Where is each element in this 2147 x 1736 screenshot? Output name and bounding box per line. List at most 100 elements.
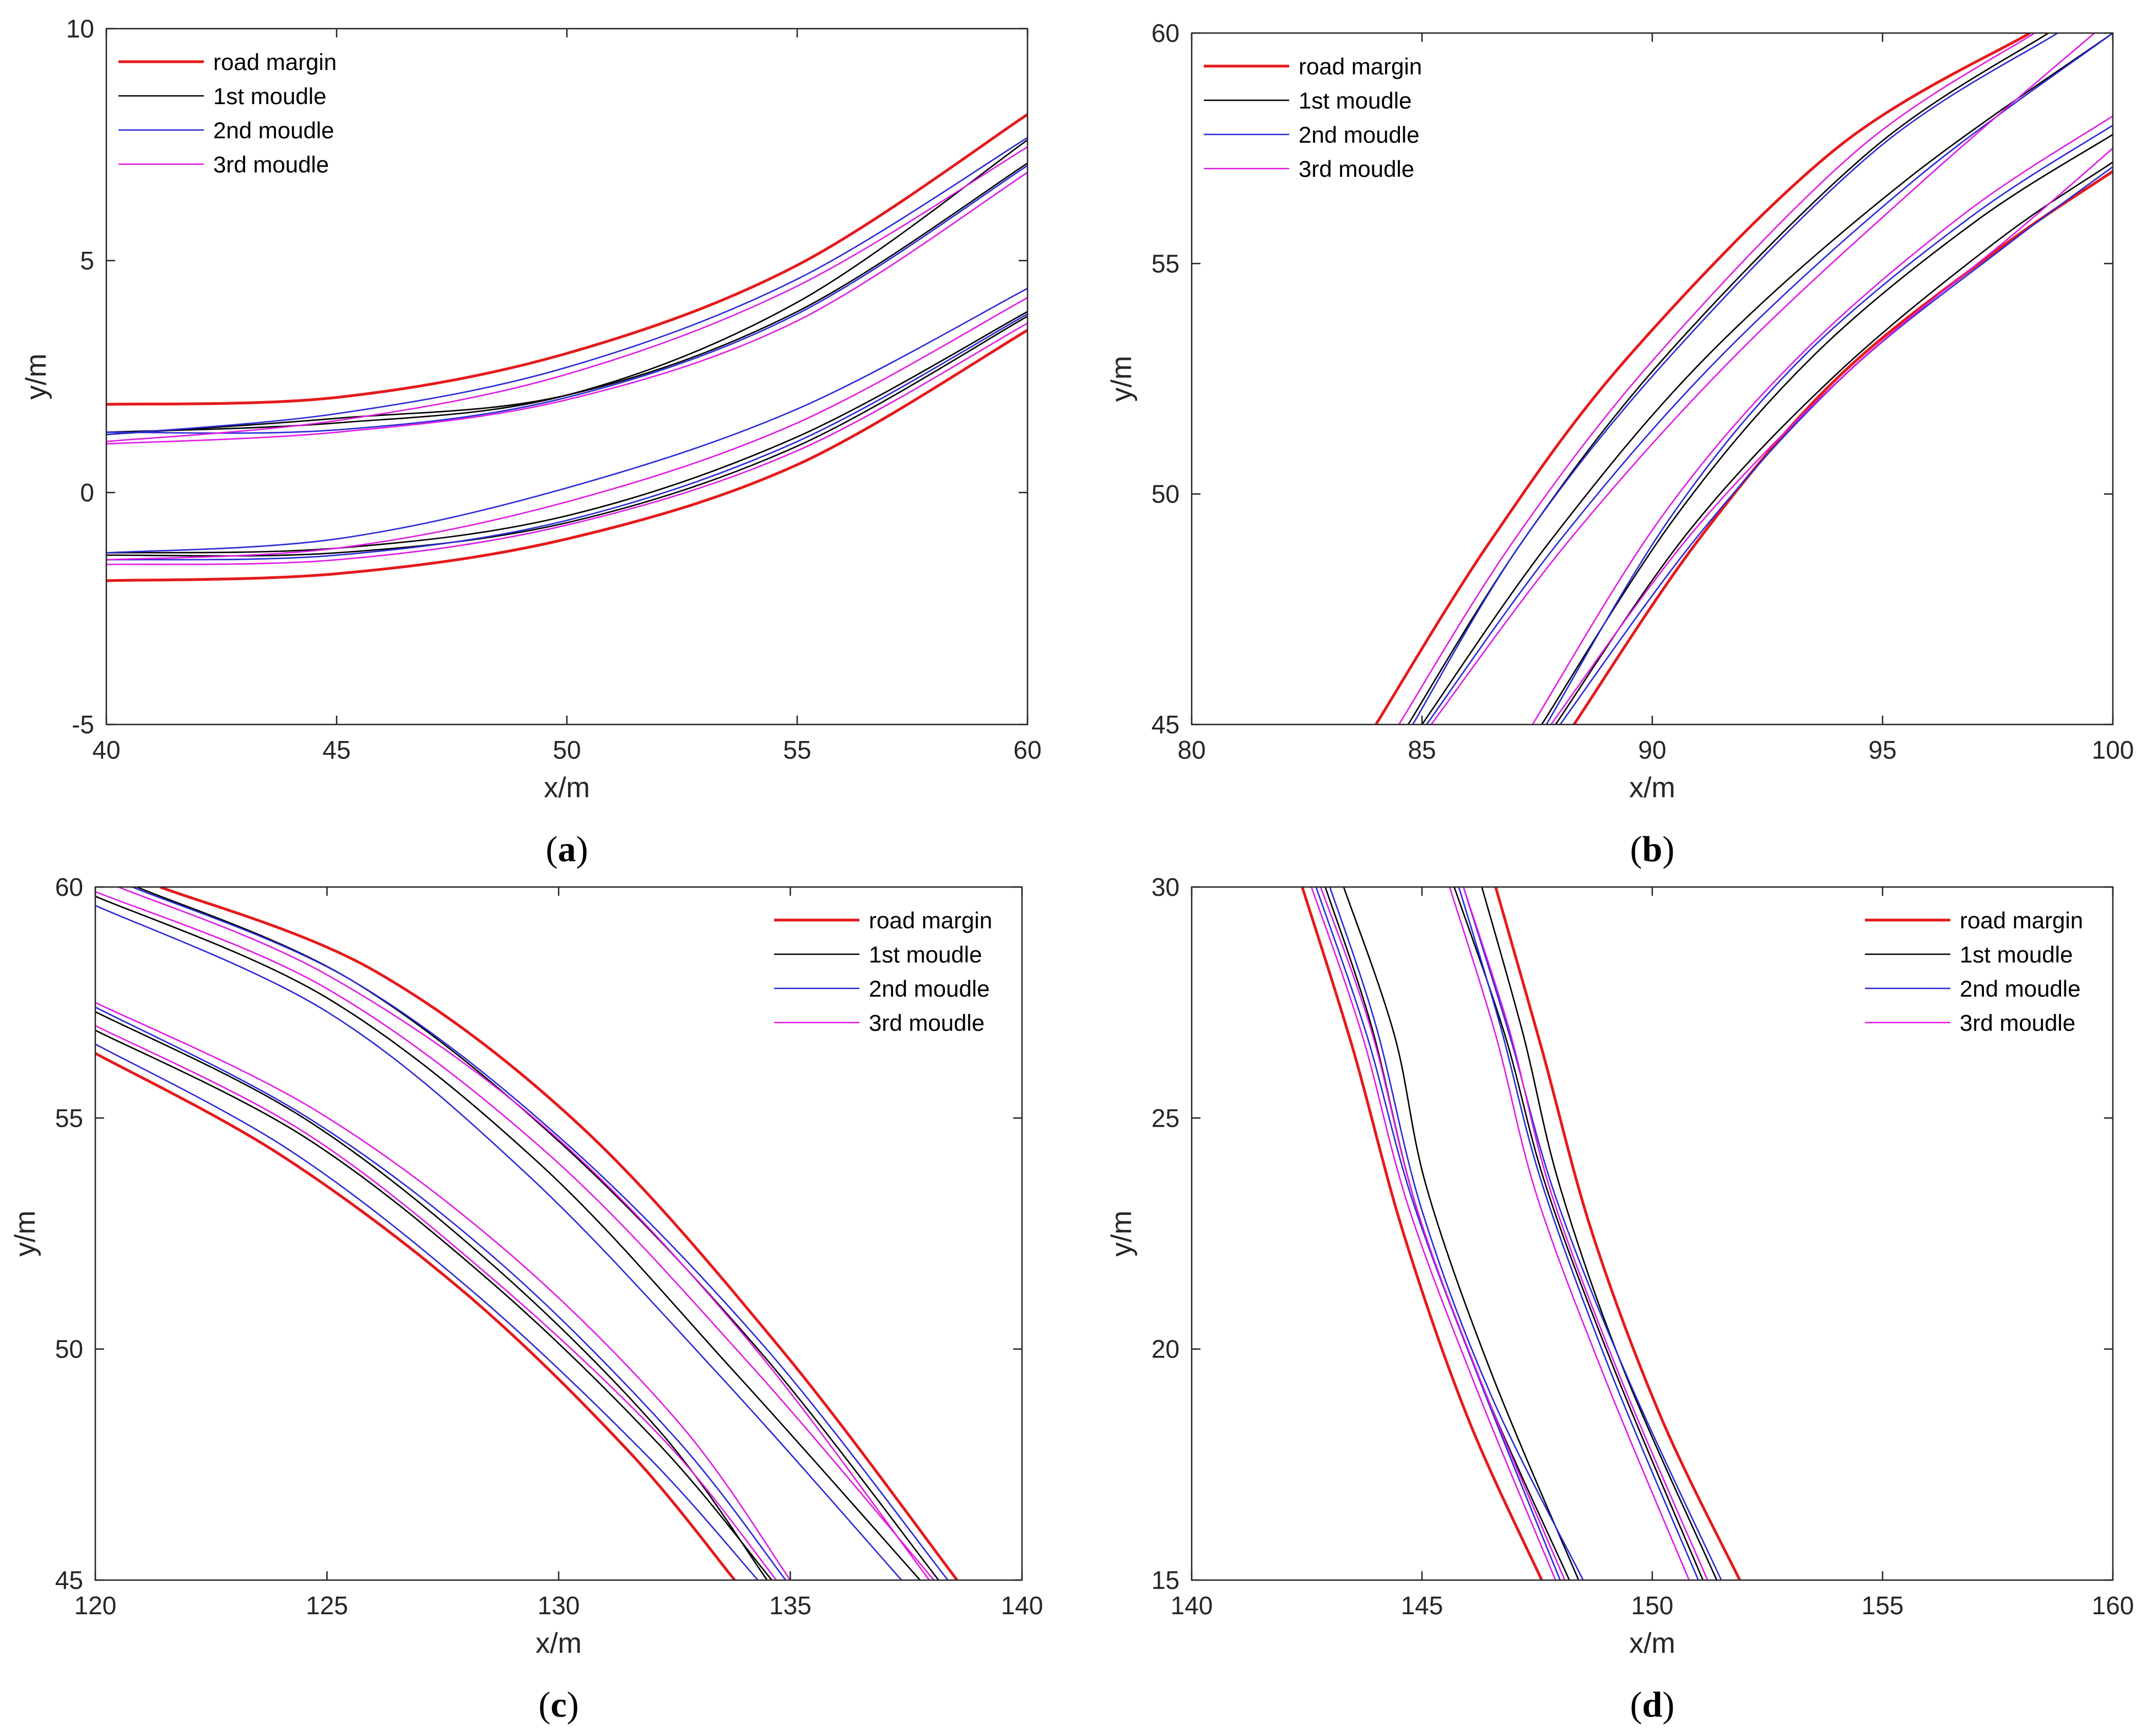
series-line-road-0 (1301, 887, 1543, 1580)
x-tick-label: 40 (92, 735, 120, 764)
series-line-road-1 (95, 1052, 736, 1580)
plot-area (1192, 887, 2113, 1580)
x-tick-label: 100 (2092, 735, 2134, 764)
x-tick-label: 155 (1862, 1591, 1904, 1620)
series-line-road-1 (106, 329, 1027, 582)
x-axis-label: x/m (1629, 1627, 1675, 1659)
series-line-m2-3 (106, 313, 1027, 561)
series-group (95, 887, 959, 1580)
y-tick-label: 30 (1151, 873, 1180, 901)
series-line-m3-2 (1319, 887, 1566, 1580)
series-line-m3-1 (1430, 33, 2095, 724)
y-tick-label: -5 (72, 710, 94, 739)
series-line-m1-3 (1555, 161, 2113, 724)
x-axis-label: x/m (536, 1627, 582, 1659)
x-tick-label: 80 (1177, 735, 1205, 764)
y-tick-label: 45 (55, 1566, 83, 1594)
y-tick-label: 15 (1151, 1566, 1180, 1594)
legend-label-m2: 2nd moudle (869, 976, 990, 1002)
series-line-road-1 (1572, 170, 2113, 724)
y-tick-label: 0 (80, 478, 94, 507)
chart-panel-d: 140 145 150 155 160 15 20 25 30 x/m y/m road margin… (1106, 873, 2134, 1725)
x-tick-label: 95 (1868, 735, 1896, 764)
series-line-m3-1 (95, 891, 935, 1580)
series-line-m2-2 (95, 1006, 787, 1580)
legend-label-m2: 2nd moudle (1960, 976, 2081, 1002)
panel-caption: (b) (1630, 829, 1675, 869)
x-tick-label: 125 (306, 1591, 348, 1620)
series-line-road-0 (1375, 33, 2031, 724)
x-tick-label: 45 (322, 735, 350, 764)
x-tick-label: 90 (1638, 735, 1666, 764)
legend: road margin 1st moudle 2nd moudle 3rd moudl… (774, 907, 992, 1036)
x-tick-label: 135 (769, 1591, 812, 1620)
legend-label-m1: 1st moudle (1960, 942, 2073, 967)
series-line-m1-2 (1541, 133, 2113, 724)
y-tick-label: 60 (1151, 19, 1180, 47)
legend-label-m3: 3rd moudle (1299, 156, 1414, 182)
series-line-m2-1 (95, 905, 902, 1580)
series-line-m2-3 (95, 1043, 759, 1580)
series-line-road-0 (159, 887, 959, 1580)
chart-panel-b: 80 85 90 95 100 45 50 55 60 x/m y/m road margin 1st … (1106, 19, 2134, 869)
series-line-m3-3 (106, 322, 1027, 565)
x-tick-label: 55 (783, 735, 811, 764)
panel-caption: (d) (1630, 1685, 1675, 1725)
y-axis-label: y/m (20, 354, 52, 400)
series-line-m3-2 (1532, 115, 2113, 724)
y-axis-label: y/m (9, 1210, 41, 1257)
x-tick-label: 120 (74, 1591, 117, 1620)
series-line-m3-1 (1448, 887, 1690, 1580)
legend-label-m2: 2nd moudle (1299, 122, 1420, 148)
legend: road margin 1st moudle 2nd moudle 3rd moudl… (1204, 53, 1422, 182)
legend-label-m1: 1st moudle (869, 942, 982, 967)
series-line-m2-1 (106, 165, 1027, 434)
chart-panel-a: 40 45 50 55 60 -5 0 5 10 x/m y/m road margin 1st mou… (20, 14, 1042, 869)
series-line-m1-3 (95, 1029, 772, 1580)
y-tick-label: 55 (1151, 249, 1180, 278)
legend-label-m3: 3rd moudle (1960, 1010, 2075, 1036)
y-axis-label: y/m (1106, 1210, 1138, 1257)
y-tick-label: 25 (1151, 1104, 1180, 1132)
series-line-m1-1 (1421, 33, 2113, 724)
y-tick-label: 20 (1151, 1335, 1180, 1364)
legend-label-m1: 1st moudle (1299, 88, 1411, 113)
series-line-m3-3 (95, 1025, 777, 1580)
series-line-m3-2 (95, 1002, 791, 1580)
series-line-m2-3 (1458, 887, 1699, 1580)
x-tick-label: 85 (1408, 735, 1436, 764)
x-tick-label: 130 (538, 1591, 580, 1620)
series-line-m1-3 (106, 315, 1027, 557)
series-line-road-0 (106, 113, 1027, 406)
series-line-m3-3 (1463, 887, 1708, 1580)
y-tick-label: 10 (66, 14, 94, 43)
series-group (1301, 887, 1742, 1580)
series-line-m3-0 (106, 146, 1027, 442)
x-tick-label: 140 (1001, 1591, 1043, 1620)
legend: road margin 1st moudle 2nd moudle 3rd moudl… (1865, 907, 2083, 1036)
series-line-m2-0 (1329, 887, 1584, 1580)
x-axis-label: x/m (1629, 772, 1675, 804)
series-line-m1-0 (1343, 887, 1580, 1580)
y-tick-label: 45 (1151, 710, 1180, 739)
series-line-m1-2 (106, 311, 1027, 554)
series-line-m3-0 (1398, 33, 2035, 724)
x-tick-label: 140 (1171, 1591, 1213, 1620)
y-tick-label: 50 (1151, 480, 1180, 509)
legend-label-road: road margin (1960, 907, 2083, 933)
series-line-m2-1 (1462, 887, 1722, 1580)
legend-label-m3: 3rd moudle (213, 152, 329, 177)
x-tick-label: 60 (1013, 735, 1041, 764)
series-line-m1-1 (106, 163, 1027, 436)
series-line-m2-2 (106, 288, 1027, 554)
series-line-m3-0 (118, 887, 930, 1580)
y-tick-label: 60 (55, 873, 83, 901)
legend-label-m3: 3rd moudle (869, 1010, 985, 1036)
plot-area (95, 887, 1022, 1580)
series-group (1375, 33, 2113, 724)
series-line-m2-0 (132, 887, 949, 1580)
legend-label-m2: 2nd moudle (213, 117, 334, 143)
series-line-m2-2 (1545, 125, 2113, 724)
series-line-m3-3 (1550, 148, 2113, 724)
